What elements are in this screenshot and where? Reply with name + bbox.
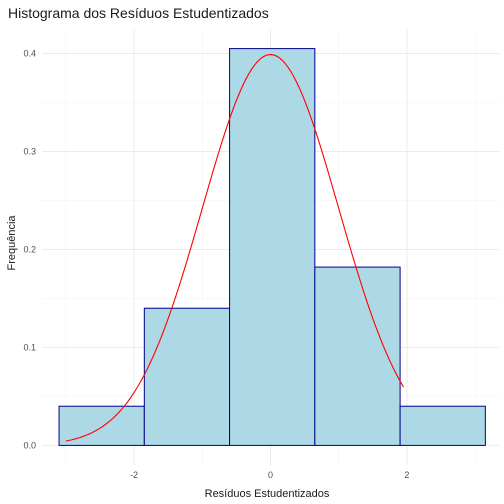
tick-labels: 0.0 0.1 0.2 0.3 0.4 -2 0 2 — [23, 48, 409, 480]
y-axis-title: Frequência — [6, 215, 18, 271]
y-tick-label: 0.4 — [23, 48, 36, 58]
histogram-bar — [229, 48, 316, 446]
histogram-bar — [314, 266, 401, 446]
x-tick-label: 2 — [404, 470, 409, 480]
histogram-bar — [399, 405, 486, 446]
y-tick-label: 0.0 — [23, 440, 36, 450]
histogram-bar — [143, 307, 231, 446]
x-tick-label: 0 — [268, 470, 273, 480]
x-tick-label: -2 — [130, 470, 138, 480]
y-tick-label: 0.3 — [23, 146, 36, 156]
chart-title: Histograma dos Resíduos Estudentizados — [8, 5, 269, 21]
x-axis-title: Resíduos Estudentizados — [205, 488, 330, 500]
y-tick-label: 0.2 — [23, 244, 36, 254]
histogram-bars — [58, 48, 486, 446]
y-tick-label: 0.1 — [23, 342, 36, 352]
histogram-bar — [58, 405, 145, 446]
density-curve — [65, 54, 404, 442]
